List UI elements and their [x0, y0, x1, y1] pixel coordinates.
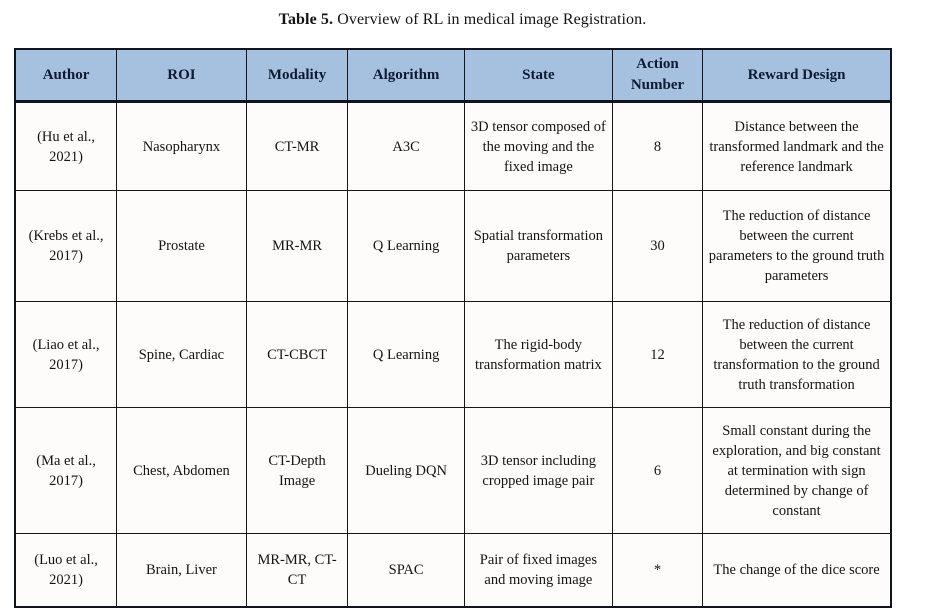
header-cell-algorithm: Algorithm [347, 48, 465, 103]
header-cell-roi: ROI [116, 48, 247, 103]
cell-author: (Luo et al., 2021) [14, 533, 118, 608]
cell-author: (Liao et al., 2017) [14, 301, 118, 408]
cell-roi: Chest, Abdomen [116, 407, 247, 534]
cell-modality: CT-Depth Image [245, 407, 349, 534]
cell-author: (Ma et al., 2017) [14, 407, 118, 534]
header-row: Author ROI Modality Algorithm State Action Nu… [14, 48, 892, 103]
cell-roi: Brain, Liver [116, 533, 247, 608]
table-row: (Krebs et al., 2017) Prostate MR-MR Q Learn… [14, 190, 892, 302]
header-cell-action-number: Action Number [611, 48, 704, 103]
cell-algorithm: A3C [347, 101, 465, 191]
table-row: (Ma et al., 2017) Chest, Abdomen CT-Depth … [14, 407, 892, 534]
table-row: (Hu et al., 2021) Nasopharynx CT-MR A3C 3D t… [14, 101, 892, 191]
cell-roi: Nasopharynx [116, 101, 247, 191]
header-cell-modality: Modality [245, 48, 349, 103]
cell-reward-design: The reduction of distance between the cu… [702, 301, 892, 408]
table-row: (Luo et al., 2021) Brain, Liver MR-MR, CT-… [14, 533, 892, 608]
cell-state: 3D tensor composed of the moving and the… [463, 101, 613, 191]
table-caption-text: Overview of RL in medical image Registra… [333, 11, 647, 28]
cell-modality: CT-CBCT [245, 301, 349, 408]
header-cell-author: Author [14, 48, 118, 103]
cell-roi: Spine, Cardiac [116, 301, 247, 408]
table-caption: Table 5. Overview of RL in medical image… [0, 0, 925, 29]
cell-state: Spatial transformation parameters [463, 190, 613, 302]
cell-action-number: 8 [611, 101, 704, 191]
cell-reward-design: Small constant during the exploration, a… [702, 407, 892, 534]
cell-algorithm: Q Learning [347, 301, 465, 408]
cell-state: The rigid-body transformation matrix [463, 301, 613, 408]
cell-roi: Prostate [116, 190, 247, 302]
header-cell-reward-design: Reward Design [702, 48, 892, 103]
table-caption-label: Table 5. [278, 11, 334, 28]
cell-modality: MR-MR, CT-CT [245, 533, 349, 608]
cell-action-number: 12 [611, 301, 704, 408]
cell-algorithm: Dueling DQN [347, 407, 465, 534]
cell-action-number: 6 [611, 407, 704, 534]
cell-algorithm: SPAC [347, 533, 465, 608]
cell-modality: CT-MR [245, 101, 349, 191]
table-row: (Liao et al., 2017) Spine, Cardiac CT-CBCT… [14, 301, 892, 408]
cell-state: 3D tensor including cropped image pair [463, 407, 613, 534]
cell-algorithm: Q Learning [347, 190, 465, 302]
table-container: Author ROI Modality Algorithm State Action Nu… [14, 48, 892, 608]
cell-modality: MR-MR [245, 190, 349, 302]
cell-state: Pair of fixed images and moving image [463, 533, 613, 608]
cell-action-number: 30 [611, 190, 704, 302]
header-cell-state: State [463, 48, 613, 103]
cell-reward-design: The change of the dice score [702, 533, 892, 608]
rl-registration-table: Author ROI Modality Algorithm State Action Nu… [14, 48, 892, 608]
cell-author: (Hu et al., 2021) [14, 101, 118, 191]
cell-author: (Krebs et al., 2017) [14, 190, 118, 302]
cell-action-number: * [611, 533, 704, 608]
cell-reward-design: Distance between the transformed landmar… [702, 101, 892, 191]
cell-reward-design: The reduction of distance between the cu… [702, 190, 892, 302]
